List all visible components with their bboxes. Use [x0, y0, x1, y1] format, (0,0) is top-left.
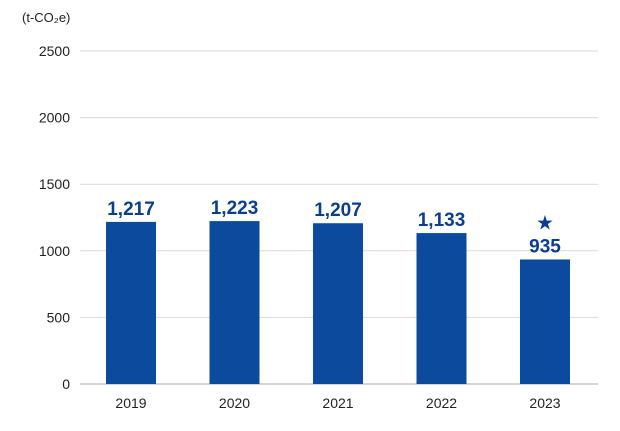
bar-2019	[106, 221, 156, 384]
y-axis-ticks: 0 500 1000 1500 2000 2500	[39, 43, 70, 392]
y-axis-unit-label: (t-CO₂e)	[22, 10, 70, 25]
data-labels: 1,217 1,223 1,207 1,133 935★	[107, 198, 561, 257]
bar-2022	[416, 233, 467, 384]
x-tick-label-2023: 2023	[529, 395, 560, 411]
x-axis-ticks: 2019 2020 2021 2022 2023	[115, 395, 560, 411]
data-label-2020: 1,223	[211, 198, 259, 219]
star-icon: ★	[536, 212, 554, 234]
data-label-2023: 935	[529, 236, 561, 257]
x-tick-label-2021: 2021	[322, 395, 353, 411]
data-label-2022: 1,133	[418, 210, 466, 231]
y-tick-label: 500	[47, 309, 71, 325]
y-tick-label: 1500	[39, 176, 70, 192]
y-tick-label: 2500	[39, 43, 70, 59]
x-tick-label-2022: 2022	[426, 395, 457, 411]
data-label-2021: 1,207	[314, 200, 362, 221]
data-label-2019: 1,217	[107, 199, 155, 220]
x-tick-label-2019: 2019	[115, 395, 146, 411]
x-tick-label-2020: 2020	[219, 395, 250, 411]
bar-2021	[313, 223, 363, 384]
bar-2023	[520, 259, 570, 384]
bar-2020	[209, 221, 260, 384]
bars	[106, 221, 570, 384]
y-tick-label: 2000	[39, 110, 70, 126]
y-tick-label: 0	[62, 376, 70, 392]
y-tick-label: 1000	[39, 243, 70, 259]
